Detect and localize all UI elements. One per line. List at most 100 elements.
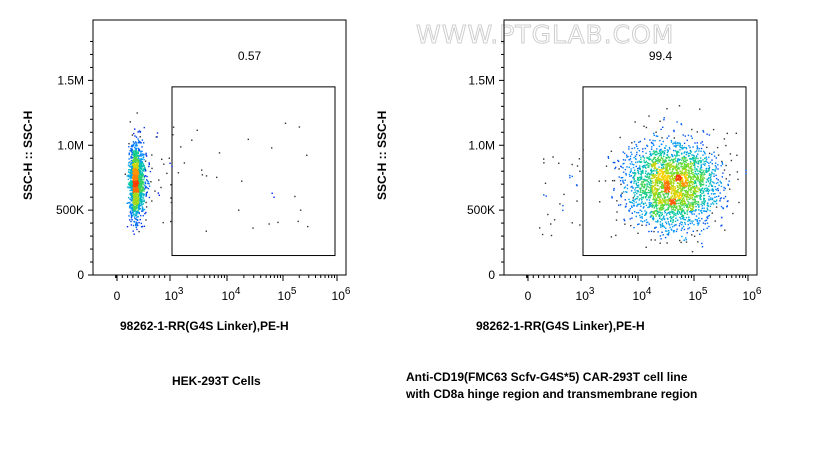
event-point	[651, 214, 653, 216]
event-point	[690, 188, 692, 190]
event-point	[652, 186, 655, 188]
event-point	[137, 171, 140, 174]
event-point	[706, 188, 708, 190]
event-point	[681, 227, 683, 229]
event-point	[656, 202, 658, 204]
event-point	[133, 171, 135, 173]
event-point	[679, 193, 681, 195]
event-point	[654, 170, 656, 172]
event-point	[639, 161, 641, 163]
event-point	[630, 201, 632, 203]
event-point	[130, 166, 132, 168]
event-point	[640, 161, 643, 163]
event-point	[142, 156, 145, 158]
event-point	[681, 207, 683, 210]
event-point	[626, 191, 628, 193]
event-point	[683, 155, 686, 158]
event-point	[628, 198, 630, 201]
event-point	[680, 180, 682, 182]
event-point	[679, 144, 681, 146]
event-point	[649, 212, 651, 214]
event-point	[615, 219, 618, 221]
event-point	[670, 191, 673, 193]
event-point	[158, 194, 160, 196]
event-point	[680, 179, 682, 181]
event-point	[665, 186, 667, 189]
event-point	[130, 156, 132, 158]
event-point	[663, 197, 666, 200]
event-point	[669, 162, 671, 164]
event-point	[651, 217, 654, 220]
event-point	[128, 184, 131, 187]
event-point	[142, 183, 144, 185]
event-point	[684, 193, 686, 196]
event-point	[657, 219, 659, 221]
event-point	[696, 176, 698, 179]
event-point	[134, 215, 136, 217]
event-point	[136, 161, 138, 163]
event-point	[695, 178, 698, 180]
event-point	[630, 151, 632, 153]
event-point	[674, 205, 676, 207]
event-point	[679, 175, 681, 177]
event-point	[654, 239, 656, 241]
event-point	[144, 167, 146, 169]
event-point	[717, 189, 719, 192]
event-point	[666, 151, 669, 154]
event-point	[675, 143, 677, 145]
event-point	[690, 197, 692, 200]
event-point	[695, 195, 698, 197]
event-point	[712, 128, 715, 131]
event-point	[665, 209, 668, 211]
event-point	[684, 194, 687, 196]
event-point	[623, 182, 625, 184]
event-point	[702, 171, 704, 173]
event-point	[628, 159, 630, 161]
event-point	[700, 142, 702, 144]
caption-line: with CD8a hinge region and transmembrane…	[406, 387, 698, 401]
event-point	[284, 122, 287, 124]
event-point	[630, 180, 633, 183]
event-point	[685, 204, 687, 206]
event-point	[644, 190, 646, 192]
event-point	[646, 179, 648, 181]
event-point	[663, 207, 665, 209]
event-point	[141, 190, 144, 192]
event-point	[644, 175, 646, 177]
event-point	[677, 173, 680, 175]
x-tick-label: 104	[633, 286, 652, 303]
event-point	[639, 167, 641, 169]
event-point	[661, 170, 663, 172]
event-point	[139, 150, 141, 153]
event-point	[667, 156, 669, 158]
event-point	[657, 210, 659, 213]
event-point	[134, 163, 136, 166]
event-point	[620, 195, 622, 197]
event-point	[699, 170, 702, 172]
event-point	[703, 194, 706, 197]
event-point	[136, 179, 139, 181]
event-point	[676, 175, 679, 177]
event-point	[552, 156, 554, 158]
event-point	[680, 123, 682, 125]
event-point	[693, 164, 696, 167]
event-point	[715, 168, 717, 170]
event-point	[689, 149, 691, 152]
event-point	[129, 175, 132, 177]
event-point	[678, 185, 680, 187]
event-point	[624, 159, 627, 161]
event-point	[647, 172, 649, 174]
event-point	[674, 201, 676, 203]
event-point	[131, 200, 134, 202]
event-point	[676, 191, 678, 193]
event-point	[685, 179, 687, 182]
event-point	[645, 160, 648, 163]
event-point	[662, 225, 665, 227]
event-point	[678, 105, 681, 107]
event-point	[710, 203, 712, 205]
event-point	[686, 194, 688, 196]
event-point	[631, 202, 633, 204]
event-point	[665, 214, 668, 216]
event-point	[569, 174, 571, 177]
event-point	[692, 178, 694, 181]
